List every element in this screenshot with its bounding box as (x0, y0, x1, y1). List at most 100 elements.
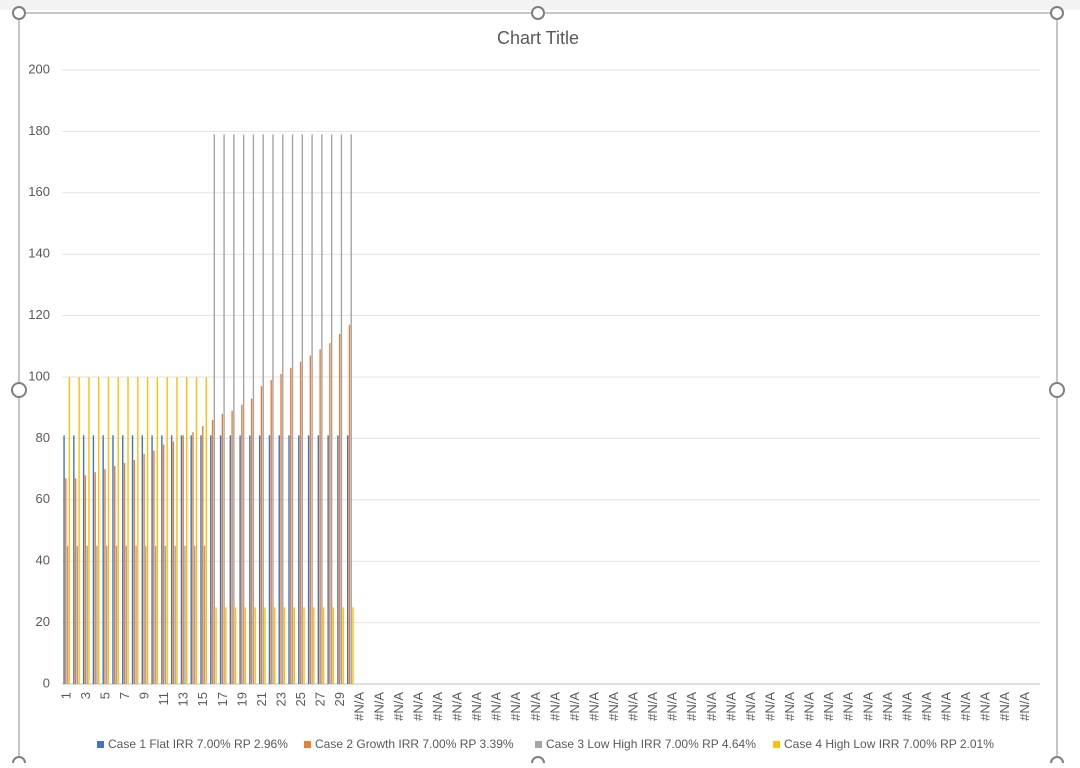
x-tick-label: #N/A (762, 692, 777, 721)
y-tick-label: 160 (28, 184, 50, 199)
x-tick-label: #N/A (508, 692, 523, 721)
bar (317, 435, 320, 684)
y-tick-label: 100 (28, 368, 50, 383)
x-tick-label: 3 (78, 692, 93, 699)
handle[interactable] (12, 756, 26, 768)
bar (329, 343, 331, 684)
x-tick-label: #N/A (626, 692, 641, 721)
bar (180, 435, 183, 684)
handle[interactable] (1050, 756, 1064, 768)
x-tick-label: #N/A (489, 692, 504, 721)
bar (233, 134, 235, 685)
legend-label: Case 4 High Low IRR 7.00% RP 2.01% (784, 737, 994, 751)
bar (322, 607, 325, 684)
bar (215, 607, 217, 684)
bar (78, 377, 80, 684)
x-tick-label: #N/A (391, 692, 406, 721)
bar (307, 435, 310, 684)
bar (205, 377, 207, 684)
bar (154, 545, 157, 684)
x-tick-label: #N/A (430, 692, 445, 721)
y-tick-label: 140 (28, 246, 50, 261)
bar (135, 545, 137, 684)
x-tick-label: #N/A (606, 692, 621, 721)
x-tick-label: #N/A (821, 692, 836, 721)
legend-swatch (97, 741, 104, 748)
bar (348, 324, 351, 684)
x-tick-label: 25 (293, 692, 308, 706)
bar (172, 441, 175, 684)
bar (293, 607, 295, 684)
bar (298, 435, 300, 684)
bar (195, 377, 198, 684)
bar (258, 435, 261, 684)
bar (280, 373, 282, 684)
bar (186, 377, 188, 684)
handle[interactable] (531, 6, 545, 20)
legend-swatch (535, 741, 542, 748)
bar (84, 475, 87, 684)
bar (153, 450, 155, 684)
x-tick-label: #N/A (939, 692, 954, 721)
bar (202, 426, 204, 684)
x-tick-label: 15 (195, 692, 210, 706)
bar (225, 607, 227, 684)
x-tick-label: #N/A (352, 692, 367, 721)
bar (190, 435, 192, 684)
bar (63, 435, 65, 684)
bar (133, 459, 135, 684)
x-tick-label: #N/A (645, 692, 660, 721)
x-tick-label: 1 (58, 692, 73, 699)
x-tick-label: #N/A (997, 692, 1012, 721)
bar (76, 545, 79, 684)
bar (107, 377, 110, 684)
bar (151, 435, 153, 684)
bar (88, 377, 90, 684)
handle[interactable] (12, 6, 26, 20)
x-tick-label: #N/A (450, 692, 465, 721)
bar (145, 545, 147, 684)
bar (194, 545, 196, 684)
bar (223, 134, 225, 685)
bar (102, 435, 104, 684)
bar (182, 435, 184, 684)
bar (350, 134, 352, 685)
bar (137, 377, 139, 684)
bar (96, 545, 98, 684)
window-strip (0, 0, 1080, 10)
chart-frame[interactable] (18, 12, 1058, 768)
bar (262, 134, 264, 685)
x-tick-label: #N/A (567, 692, 582, 721)
bar (250, 398, 253, 684)
bar (282, 134, 284, 685)
bar (352, 607, 354, 684)
x-tick-label: #N/A (528, 692, 543, 721)
y-tick-label: 20 (36, 614, 50, 629)
bar (241, 404, 243, 684)
x-tick-label: #N/A (371, 692, 386, 721)
bar (332, 607, 335, 684)
handle[interactable] (531, 756, 545, 768)
x-tick-label: #N/A (899, 692, 914, 721)
handle[interactable] (11, 382, 27, 398)
handle[interactable] (1049, 382, 1065, 398)
bar (321, 134, 323, 685)
bar (123, 462, 126, 684)
bar (229, 435, 232, 684)
bar (65, 478, 67, 684)
handle[interactable] (1050, 6, 1064, 20)
bar (231, 410, 233, 684)
x-tick-label: 27 (313, 692, 328, 706)
bar (288, 435, 290, 684)
bar (170, 435, 173, 684)
x-tick-label: #N/A (802, 692, 817, 721)
bar (164, 545, 167, 684)
bar (210, 435, 212, 684)
bar (203, 545, 206, 684)
x-tick-label: #N/A (880, 692, 895, 721)
bar (184, 545, 186, 684)
bar (66, 545, 69, 684)
bar (278, 435, 280, 684)
bar (174, 545, 176, 684)
bar (327, 435, 329, 684)
